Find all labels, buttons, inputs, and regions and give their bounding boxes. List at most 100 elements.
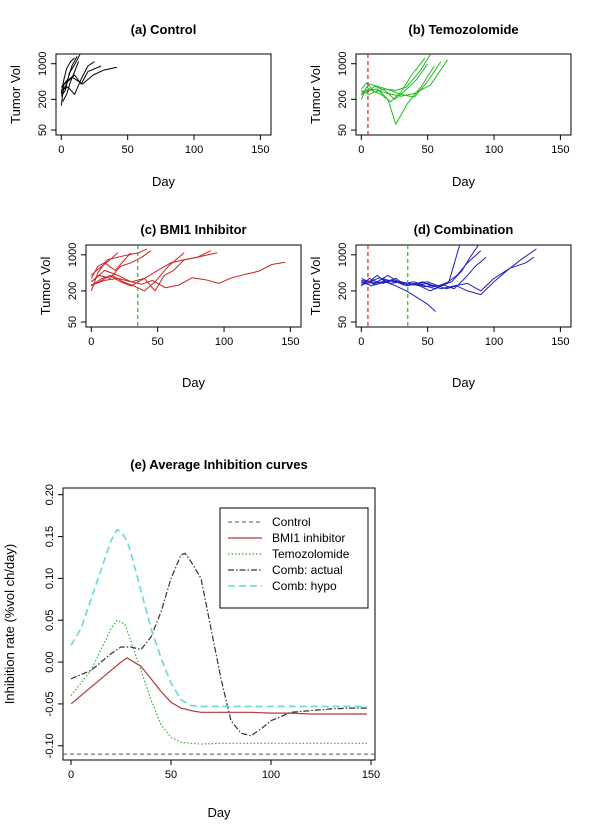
y-tick-label: 50 (67, 316, 79, 328)
x-tick-label: 150 (551, 336, 569, 348)
y-tick-label: 50 (337, 316, 349, 328)
x-tick-label: 0 (88, 336, 94, 348)
series-line-2 (70, 657, 367, 715)
plot-frame (355, 244, 572, 328)
y-tick-label: 0.20 (44, 484, 56, 505)
chart-title: (e) Average Inhibition curves (130, 457, 307, 472)
x-tick-label: 50 (422, 144, 434, 156)
x-axis-label: Day (452, 174, 476, 189)
y-tick-label: 200 (337, 282, 349, 300)
y-tick-label: 0.00 (44, 651, 56, 672)
data-area (60, 54, 118, 106)
series-line-3 (90, 252, 132, 279)
chart-title: (b) Temozolomide (408, 22, 518, 37)
y-tick-label: -0.10 (44, 733, 56, 758)
y-axis-label: Tumor Vol (38, 257, 53, 316)
x-tick-label: 100 (185, 144, 203, 156)
y-tick-label: 1000 (67, 243, 79, 267)
y-tick-label: 0.10 (44, 568, 56, 589)
series-line-7 (361, 245, 460, 287)
chart-d: (d) Combination 0 50 100 150 50 200 1000 Day Tumo… (308, 222, 572, 390)
chart-e: (e) Average Inhibition curves 0 50 100 150 -0… (2, 457, 380, 820)
series-line-2 (60, 54, 81, 97)
y-tick-label: 0.15 (44, 526, 56, 547)
x-tick-label: 0 (358, 144, 364, 156)
chart-title: (c) BMI1 Inhibitor (140, 222, 246, 237)
y-tick-label: 200 (337, 90, 349, 108)
series-line-8 (90, 252, 119, 276)
series-line-3 (360, 61, 442, 98)
x-tick-label: 100 (485, 144, 503, 156)
x-tick-label: 0 (358, 336, 364, 348)
series-line-5 (60, 65, 102, 95)
y-axis-label: Tumor Vol (308, 65, 323, 124)
x-tick-label: 150 (251, 144, 269, 156)
y-tick-label: 1000 (37, 51, 49, 75)
y-axis-label: Tumor Vol (308, 257, 323, 316)
plot-frame (85, 244, 302, 328)
data-area (360, 245, 537, 312)
series-line-1 (90, 248, 148, 292)
series-line-7 (91, 261, 286, 289)
x-tick-label: 0 (58, 144, 64, 156)
series-line-3 (60, 57, 75, 93)
series-line-5 (361, 248, 537, 296)
series-line-4 (70, 552, 367, 737)
chart-title: (d) Combination (414, 222, 514, 237)
data-area (360, 54, 449, 125)
data-area (63, 528, 375, 755)
x-tick-label: 150 (362, 769, 380, 781)
x-tick-label: 50 (152, 336, 164, 348)
series-line-6 (361, 59, 449, 97)
legend-label: Comb: hypo (272, 579, 337, 593)
data-area (90, 248, 286, 292)
legend: Control BMI1 inhibitor Temozolomide Comb: a… (219, 507, 369, 609)
plot-frame (62, 487, 376, 761)
x-tick-label: 50 (165, 769, 177, 781)
y-tick-label: 1000 (337, 51, 349, 75)
x-axis-label: Day (182, 375, 206, 390)
legend-label: Comb: actual (272, 563, 343, 577)
x-axis-label: Day (152, 174, 176, 189)
legend-label: Control (272, 515, 311, 529)
y-tick-label: 200 (37, 90, 49, 108)
x-axis-label: Day (207, 805, 231, 820)
series-line-1 (360, 57, 426, 103)
legend-label: BMI1 inhibitor (272, 531, 345, 545)
series-line-4 (360, 54, 431, 93)
chart-c: (c) BMI1 Inhibitor 0 50 100 150 50 200 1000 Day T… (38, 222, 302, 390)
x-axis-label: Day (452, 375, 476, 390)
series-line-6 (361, 256, 535, 292)
y-tick-label: 50 (37, 124, 49, 136)
x-tick-label: 100 (215, 336, 233, 348)
chart-a: (a) Control 0 50 100 150 50 200 1000 Day Tumor Vo… (8, 22, 272, 189)
legend-label: Temozolomide (272, 547, 350, 561)
chart-title: (a) Control (131, 22, 197, 37)
y-axis-label: Inhibition rate (%vol ch/day) (2, 544, 17, 704)
y-tick-label: 1000 (337, 243, 349, 267)
y-axis-label: Tumor Vol (8, 65, 23, 124)
series-line-3 (70, 619, 367, 745)
plot-frame (355, 53, 572, 136)
x-tick-label: 100 (262, 769, 280, 781)
series-line-5 (70, 528, 367, 708)
x-tick-label: 150 (551, 144, 569, 156)
series-line-4 (91, 252, 185, 292)
y-tick-label: 0.05 (44, 610, 56, 631)
x-tick-label: 50 (422, 336, 434, 348)
series-line-7 (62, 61, 80, 102)
y-tick-label: -0.05 (44, 691, 56, 716)
y-tick-label: 200 (67, 282, 79, 300)
series-line-6 (60, 66, 118, 88)
chart-b: (b) Temozolomide 0 50 100 150 50 200 1000 Day Tum… (308, 22, 572, 189)
series-line-4 (61, 61, 95, 95)
y-tick-label: 50 (337, 124, 349, 136)
series-line-5 (361, 63, 429, 100)
plot-frame (55, 53, 272, 136)
legend-box (219, 507, 369, 609)
x-tick-label: 100 (485, 336, 503, 348)
series-line-2 (361, 250, 482, 290)
series-line-6 (90, 252, 218, 292)
x-tick-label: 150 (281, 336, 299, 348)
